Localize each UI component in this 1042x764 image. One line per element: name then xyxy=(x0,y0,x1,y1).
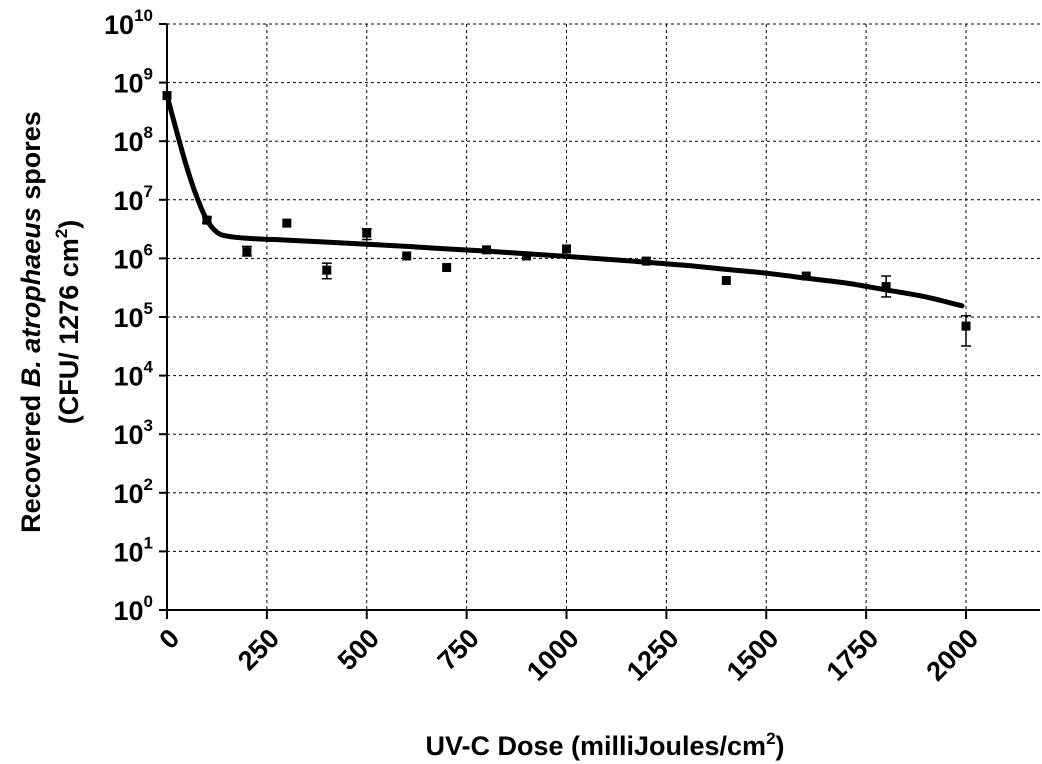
data-point xyxy=(282,218,292,228)
y-tick-exp: 0 xyxy=(144,592,153,611)
x-tick-label: 0 xyxy=(153,623,185,655)
y-axis-label-line2: (CFU/ 1276 cm xyxy=(54,238,84,424)
x-tick-label: 1500 xyxy=(721,623,785,687)
x-tick-label: 250 xyxy=(232,623,285,676)
data-point xyxy=(801,271,811,281)
data-points xyxy=(162,91,971,347)
y-tick-exp: 10 xyxy=(134,6,153,25)
x-axis-label-text: UV-C Dose (milliJoules/cm xyxy=(425,731,766,761)
y-axis-label: Recovered B. atrophaeus spores (CFU/ 127… xyxy=(16,111,84,533)
y-tick-label: 103 xyxy=(113,416,153,450)
data-point xyxy=(362,228,372,238)
axes xyxy=(159,23,1040,619)
y-tick-base: 10 xyxy=(113,596,143,626)
y-tick-exp: 5 xyxy=(144,299,153,318)
y-tick-exp: 3 xyxy=(144,416,153,435)
x-tick-label: 1250 xyxy=(621,623,685,687)
y-tick-exp: 7 xyxy=(144,182,153,201)
y-tick-base: 10 xyxy=(113,420,143,450)
y-tick-label: 105 xyxy=(113,299,153,333)
data-point xyxy=(961,321,971,331)
data-point xyxy=(641,256,651,266)
data-point xyxy=(162,91,172,101)
data-point xyxy=(402,251,412,261)
y-tick-base: 10 xyxy=(113,186,143,216)
y-tick-label: 1010 xyxy=(104,6,153,40)
y-axis-label-italic: B. atrophaeus xyxy=(16,207,46,387)
data-point xyxy=(202,215,212,225)
x-tick-label: 2000 xyxy=(921,623,985,687)
data-point xyxy=(721,275,731,285)
data-point xyxy=(562,244,571,254)
y-axis-label-suffix: spores xyxy=(16,111,46,207)
y-tick-base: 10 xyxy=(113,362,143,392)
data-point xyxy=(242,247,252,257)
y-tick-base: 10 xyxy=(113,303,143,333)
y-tick-exp: 2 xyxy=(144,475,153,494)
grid-lines xyxy=(167,23,1040,610)
y-tick-label: 108 xyxy=(113,123,153,157)
y-tick-label: 104 xyxy=(113,358,153,392)
y-tick-exp: 9 xyxy=(144,65,153,84)
data-point xyxy=(881,282,891,292)
y-tick-base: 10 xyxy=(113,69,143,99)
y-tick-base: 10 xyxy=(104,10,134,40)
y-tick-label: 101 xyxy=(113,533,153,567)
y-tick-exp: 8 xyxy=(144,123,153,142)
svg-text:Recovered B. atrophaeus spores: Recovered B. atrophaeus spores xyxy=(16,111,46,533)
fit-curve xyxy=(164,93,965,309)
y-tick-label: 109 xyxy=(113,65,153,99)
y-axis-label-line2-sup: 2 xyxy=(52,229,71,238)
y-tick-base: 10 xyxy=(113,127,143,157)
y-tick-label: 106 xyxy=(113,240,153,274)
y-tick-base: 10 xyxy=(113,537,143,567)
x-tick-label: 750 xyxy=(432,623,485,676)
y-tick-base: 10 xyxy=(113,244,143,274)
y-axis-label-line2-end: ) xyxy=(54,220,84,229)
x-tick-label: 500 xyxy=(332,623,385,676)
y-tick-exp: 6 xyxy=(144,240,153,259)
y-tick-label: 107 xyxy=(113,182,153,216)
data-point xyxy=(442,262,452,272)
y-tick-exp: 4 xyxy=(144,358,154,377)
data-point xyxy=(322,265,332,275)
data-point xyxy=(522,251,532,261)
x-axis-label-sup: 2 xyxy=(766,729,775,748)
y-tick-exp: 1 xyxy=(144,533,153,552)
svg-text:(CFU/ 1276 cm2): (CFU/ 1276 cm2) xyxy=(52,220,84,425)
y-tick-label: 100 xyxy=(113,592,153,626)
x-tick-labels: 0 250 500 750 1000 1250 1500 1750 2000 xyxy=(153,623,984,687)
data-point xyxy=(482,245,492,255)
x-tick-label: 1750 xyxy=(821,623,885,687)
y-tick-base: 10 xyxy=(113,479,143,509)
x-axis-label-end: ) xyxy=(776,731,785,761)
y-tick-label: 102 xyxy=(113,475,153,509)
x-tick-label: 1000 xyxy=(521,623,585,687)
y-axis-label-prefix: Recovered xyxy=(16,387,46,533)
x-axis-label: UV-C Dose (milliJoules/cm2) xyxy=(425,729,784,761)
